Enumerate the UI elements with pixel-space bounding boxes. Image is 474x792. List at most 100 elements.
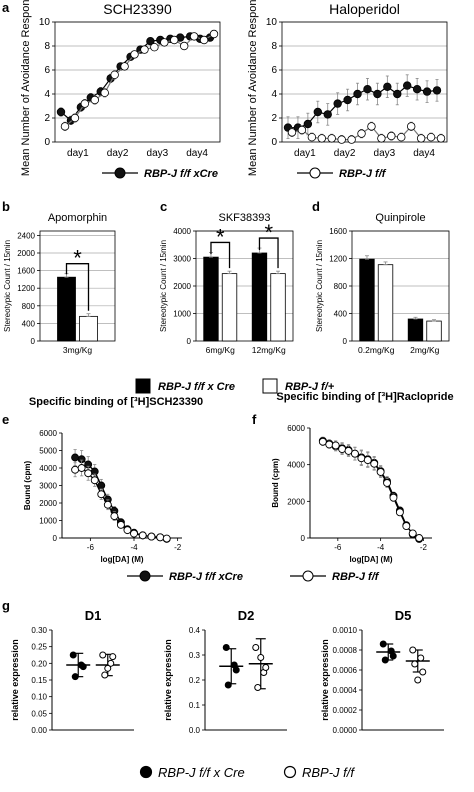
data-point xyxy=(337,135,346,144)
chart-title: D2 xyxy=(238,608,255,623)
y-tick-label: 0 xyxy=(31,337,36,346)
y-tick-label: 0 xyxy=(271,137,277,148)
data-point xyxy=(402,522,411,531)
data-point xyxy=(90,476,99,485)
panel-letter-d: d xyxy=(312,199,320,214)
significance-bracket xyxy=(210,241,231,269)
data-point xyxy=(140,45,149,54)
plot-frame xyxy=(54,21,221,143)
y-tick-label: 1200 xyxy=(17,284,35,293)
data-point xyxy=(71,465,80,474)
y-tick-label: 0 xyxy=(301,534,306,543)
y-tick-label: 0 xyxy=(53,534,58,543)
y-tick-label: 4000 xyxy=(173,227,191,236)
x-tick-label: -2 xyxy=(174,543,182,552)
significance-star: * xyxy=(73,246,82,271)
series-line xyxy=(288,84,438,129)
x-tick-label: day4 xyxy=(413,148,435,159)
data-point xyxy=(415,534,424,542)
data-point xyxy=(333,99,342,108)
x-tick-label: day1 xyxy=(294,148,316,159)
data-point xyxy=(307,132,317,142)
y-tick-label: 5000 xyxy=(39,447,57,456)
bar xyxy=(407,318,424,342)
y-tick-label: 3000 xyxy=(39,482,57,491)
bar xyxy=(203,256,219,342)
y-axis-label: relative expression xyxy=(320,639,330,721)
data-point xyxy=(224,681,232,689)
legend-label: RBP-J f/f xCre xyxy=(144,168,218,180)
chart-title: SKF38393 xyxy=(219,212,271,224)
bar xyxy=(377,264,394,342)
significance-star: * xyxy=(264,220,273,245)
legend-label: RBP-J f/f xCre xyxy=(169,571,243,583)
data-point xyxy=(297,125,307,135)
data-point xyxy=(303,119,313,129)
legend-label: RBP-J f/f xyxy=(339,168,387,180)
y-tick-label: 3000 xyxy=(173,255,191,264)
y-tick-label: 0.10 xyxy=(31,693,47,702)
data-point xyxy=(222,644,230,651)
data-point xyxy=(146,37,155,46)
x-tick-label: day1 xyxy=(67,148,89,159)
data-point xyxy=(262,664,270,671)
data-point xyxy=(376,468,385,476)
chart-d: Quinpirole 0 400 800 1200 1600 Stereotypic Cou… xyxy=(315,212,450,355)
y-tick-label: 0.0004 xyxy=(333,686,358,695)
plot-frame xyxy=(281,21,448,143)
significance-bracket xyxy=(258,237,279,269)
legend-marker xyxy=(139,765,153,779)
legend-ef: RBP-J f/f xCre RBP-J f/f xyxy=(127,570,380,583)
y-tick-label: 0.30 xyxy=(31,626,47,635)
data-point xyxy=(350,449,359,458)
y-tick-label: 6000 xyxy=(39,429,57,438)
significance-star: * xyxy=(216,224,225,249)
chart-title: D1 xyxy=(85,608,102,623)
data-point xyxy=(147,532,156,541)
data-point xyxy=(84,469,93,478)
y-axis-label: Stereotypic Count / 15min xyxy=(3,240,12,332)
legend-marker xyxy=(139,570,151,582)
y-tick-label: 2000 xyxy=(173,282,191,291)
y-tick-label: 10 xyxy=(39,17,51,28)
y-tick-label: 2000 xyxy=(39,499,57,508)
legend-swatch xyxy=(135,378,151,394)
y-tick-label: 0.0000 xyxy=(333,726,358,735)
x-tick-label: 12mg/Kg xyxy=(252,345,286,355)
chart-c: SKF38393 0 1000 2000 3000 4000 Stereotypic Cou… xyxy=(159,212,294,355)
chart-b: Apomorphin 0 400 800 1200 1600 2000 2400 Stereot… xyxy=(3,212,116,355)
data-point xyxy=(377,134,386,143)
y-tick-label: 8 xyxy=(44,41,50,52)
y-axis-label: Bound (cpm) xyxy=(271,458,280,508)
data-point xyxy=(79,663,87,671)
data-point xyxy=(56,107,66,117)
data-point xyxy=(71,673,79,681)
data-point xyxy=(160,38,169,47)
y-tick-label: 1600 xyxy=(329,227,347,236)
chart-a2: Haloperidol 0 2 4 6 8 10 Mean Number of Avoidan… xyxy=(247,0,448,176)
data-point xyxy=(411,660,419,668)
y-axis-label: Stereotypic Count / 15min xyxy=(315,240,324,332)
legend-label: RBP-J f/f x Cre xyxy=(158,381,235,393)
data-point xyxy=(370,459,379,468)
chart-e: Specific binding of [³H]SCH23390 0 1000 200… xyxy=(23,396,203,564)
y-tick-label: 0.1 xyxy=(189,701,201,710)
data-point xyxy=(232,666,240,674)
data-point xyxy=(100,88,109,97)
data-point xyxy=(110,512,119,521)
legend-bcd: RBP-J f/f x Cre RBP-J f/+ xyxy=(135,378,335,394)
data-point xyxy=(179,41,189,51)
data-point xyxy=(416,134,426,143)
x-tick-label: -6 xyxy=(87,543,95,552)
data-point xyxy=(419,668,427,676)
data-point xyxy=(383,82,392,91)
plot-frame xyxy=(39,230,116,342)
legend-swatch xyxy=(262,378,278,394)
data-point xyxy=(109,653,117,661)
legend-label: RBP-J f/+ xyxy=(285,381,335,393)
data-point xyxy=(343,95,352,105)
y-axis-label: Stereotypic Count / 15min xyxy=(159,240,168,332)
x-axis-label: log[DA] (M) xyxy=(349,555,392,564)
data-point xyxy=(257,654,265,661)
y-tick-label: 0.0008 xyxy=(333,646,358,655)
